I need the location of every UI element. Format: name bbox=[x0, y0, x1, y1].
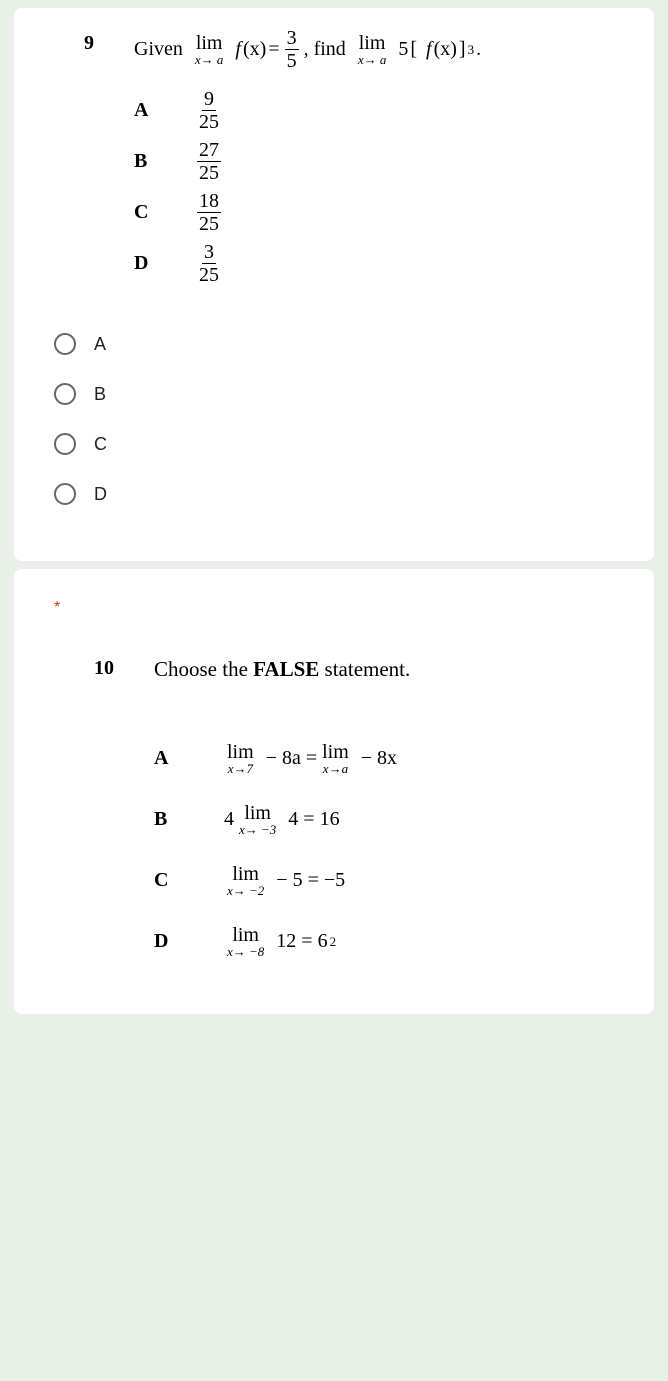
question-9-card: 9 Given lim x→ a f(x) = 3 5 , find lim x… bbox=[14, 8, 654, 561]
q10-answer-C: C limx→ −2 − 5 = −5 bbox=[154, 864, 630, 897]
q9-prompt: Given lim x→ a f(x) = 3 5 , find lim x→ … bbox=[134, 28, 630, 71]
q9-answer-D: D 325 bbox=[134, 242, 630, 285]
frac-C: 1825 bbox=[197, 191, 221, 234]
q10-row: 10 Choose the FALSE statement. A limx→7 … bbox=[94, 657, 630, 986]
frac-3-5: 3 5 bbox=[285, 28, 299, 71]
lim-A1: limx→7 bbox=[227, 742, 254, 775]
option-D[interactable]: D bbox=[54, 483, 630, 505]
q9-number: 9 bbox=[74, 32, 94, 55]
q9-answer-C: C 1825 bbox=[134, 191, 630, 234]
required-asterisk: * bbox=[54, 599, 630, 617]
question-10-card: * 10 Choose the FALSE statement. A limx→… bbox=[14, 569, 654, 1014]
q9-answer-A: A 925 bbox=[134, 89, 630, 132]
q9-answer-table: A 925 B 2725 C 1825 D 325 bbox=[134, 89, 630, 285]
radio-icon[interactable] bbox=[54, 383, 76, 405]
q9-options: A B C D bbox=[54, 333, 630, 505]
radio-icon[interactable] bbox=[54, 333, 76, 355]
q10-body: Choose the FALSE statement. A limx→7 − 8… bbox=[154, 657, 630, 986]
q10-prompt: Choose the FALSE statement. bbox=[154, 657, 630, 682]
text-given: Given bbox=[134, 38, 183, 61]
q10-answer-D: D limx→ −8 12 = 62 bbox=[154, 925, 630, 958]
q9-body: Given lim x→ a f(x) = 3 5 , find lim x→ … bbox=[134, 28, 630, 293]
lim-1: lim x→ a bbox=[195, 33, 224, 66]
lim-2: lim x→ a bbox=[358, 33, 387, 66]
q9-row: 9 Given lim x→ a f(x) = 3 5 , find lim x… bbox=[74, 28, 630, 293]
frac-B: 2725 bbox=[197, 140, 221, 183]
q10-number: 10 bbox=[94, 657, 114, 680]
frac-D: 325 bbox=[197, 242, 221, 285]
lim-C: limx→ −2 bbox=[227, 864, 264, 897]
lim-B: limx→ −3 bbox=[239, 803, 276, 836]
lim-A2: limx→a bbox=[322, 742, 349, 775]
q10-answer-B: B 4 limx→ −3 4 = 16 bbox=[154, 803, 630, 836]
lim-D: limx→ −8 bbox=[227, 925, 264, 958]
radio-icon[interactable] bbox=[54, 433, 76, 455]
q9-answer-B: B 2725 bbox=[134, 140, 630, 183]
q10-answers: A limx→7 − 8a = limx→a − 8x B 4 limx→ −3… bbox=[154, 742, 630, 958]
option-A[interactable]: A bbox=[54, 333, 630, 355]
radio-icon[interactable] bbox=[54, 483, 76, 505]
q10-answer-A: A limx→7 − 8a = limx→a − 8x bbox=[154, 742, 630, 775]
text-find: , find bbox=[304, 38, 346, 61]
option-C[interactable]: C bbox=[54, 433, 630, 455]
frac-A: 925 bbox=[197, 89, 221, 132]
option-B[interactable]: B bbox=[54, 383, 630, 405]
